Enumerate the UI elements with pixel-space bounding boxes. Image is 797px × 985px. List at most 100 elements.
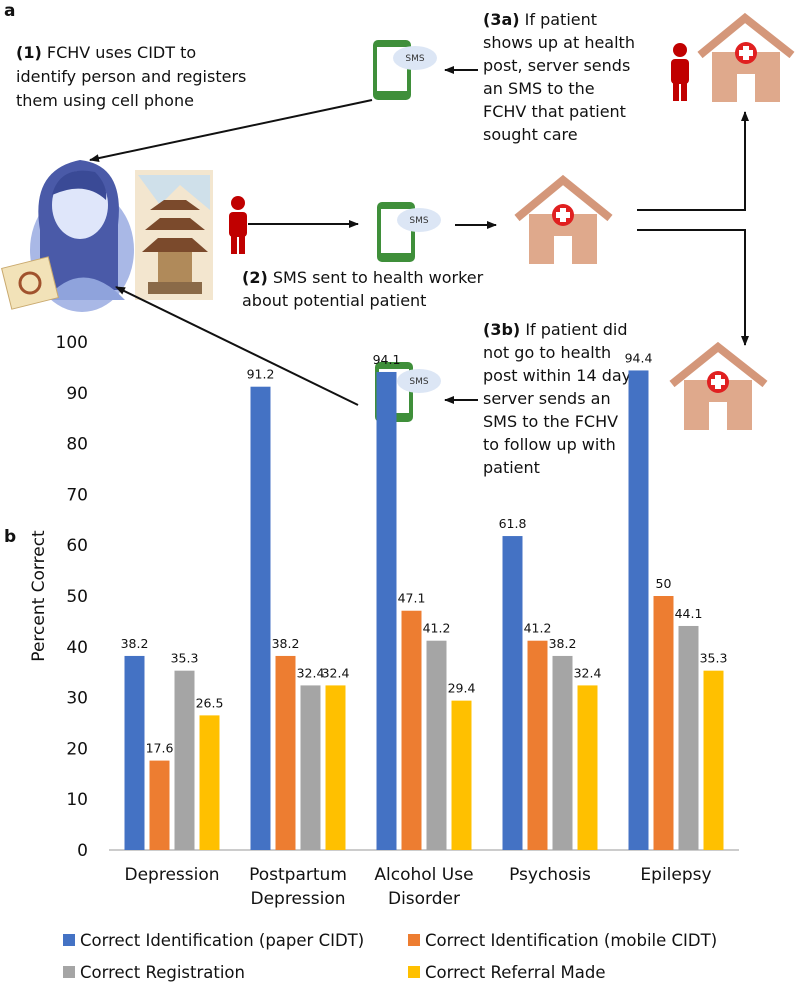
value-label: 47.1 — [398, 591, 426, 606]
step-line: SMS sent to health worker — [273, 268, 484, 287]
legend-swatch — [408, 966, 420, 978]
step-text: them using cell phone — [16, 91, 194, 110]
value-label: 17.6 — [146, 741, 174, 756]
bar — [451, 700, 472, 850]
health-post-icon — [669, 341, 768, 430]
x-tick-label: Psychosis — [509, 865, 591, 885]
y-tick-label: 30 — [66, 689, 88, 709]
bar — [401, 610, 422, 850]
x-tick-label: Postpartum Depression — [249, 865, 347, 909]
health-post-icon — [514, 174, 613, 264]
sms-label: SMS — [409, 216, 428, 226]
value-label: 29.4 — [448, 681, 476, 696]
y-tick-label: 100 — [56, 333, 88, 353]
person-icon — [671, 43, 689, 101]
bar-chart: 0 10 20 30 40 50 60 70 80 90 100 Percent Correct Dep… — [29, 333, 739, 982]
y-tick-label: 40 — [66, 638, 88, 658]
bar — [552, 655, 573, 850]
bar — [250, 386, 271, 850]
y-axis-label: Percent Correct — [29, 530, 49, 662]
step-text: sought care — [483, 125, 578, 144]
bar — [149, 760, 170, 850]
value-label: 41.2 — [524, 621, 552, 636]
panel-label: a — [4, 1, 15, 21]
bar — [703, 670, 724, 850]
step-number: (3a) — [483, 10, 520, 29]
health-volunteer-illustration — [1, 160, 134, 312]
value-label: 38.2 — [272, 636, 300, 651]
step-text: about potential patient — [242, 291, 426, 310]
bar — [678, 625, 699, 850]
phone-icon: SMS — [373, 40, 437, 100]
value-label: 35.3 — [700, 651, 728, 666]
step-text: FCHV that patient — [483, 102, 626, 121]
step-number: (3b) — [483, 320, 520, 339]
step-text: post, server sends — [483, 56, 630, 75]
legend-swatch — [63, 934, 75, 946]
value-label: 41.2 — [423, 621, 451, 636]
health-post-icon — [697, 12, 795, 102]
temple-illustration — [135, 170, 213, 300]
step-text: (3b) If patient did — [483, 320, 628, 339]
x-tick-label: Epilepsy — [640, 865, 711, 885]
value-label: 38.2 — [121, 636, 149, 651]
y-tick-label: 70 — [66, 485, 88, 505]
legend-label: Correct Registration — [80, 963, 245, 982]
bar — [653, 596, 674, 850]
step-text: patient — [483, 458, 540, 477]
bar — [426, 640, 447, 850]
step-text: (2) SMS sent to health worker — [242, 268, 484, 287]
bar — [502, 536, 523, 850]
value-label: 35.3 — [171, 651, 199, 666]
bar — [275, 655, 296, 850]
bar — [124, 655, 145, 850]
value-label: 32.4 — [297, 665, 325, 680]
bar — [577, 685, 598, 850]
legend-label: Correct Identification (mobile CIDT) — [425, 931, 717, 950]
step-text: to follow up with — [483, 435, 616, 454]
value-label: 94.4 — [625, 350, 653, 365]
step-line: FCHV uses CIDT to — [47, 43, 196, 62]
value-label: 61.8 — [499, 516, 527, 531]
step-text: server sends an — [483, 389, 611, 408]
bar — [174, 670, 195, 850]
legend-label: Correct Identification (paper CIDT) — [80, 931, 364, 950]
step-text: an SMS to the — [483, 79, 595, 98]
step-text: (1) FCHV uses CIDT to — [16, 43, 196, 62]
x-tick-label: Depression — [124, 865, 219, 885]
legend-swatch — [408, 934, 420, 946]
step-line: If patient — [525, 10, 597, 29]
y-tick-label: 90 — [66, 384, 88, 404]
x-tick-label: Alcohol Use Disorder — [374, 865, 473, 909]
step-number: (2) — [242, 268, 268, 287]
step-text: shows up at health — [483, 33, 635, 52]
value-label: 32.4 — [322, 665, 350, 680]
step-text: post within 14 days, — [483, 366, 645, 385]
value-label: 26.5 — [196, 695, 224, 710]
bar — [628, 370, 649, 850]
bar — [300, 685, 321, 850]
sms-label: SMS — [409, 377, 428, 387]
value-label: 50 — [656, 576, 672, 591]
y-tick-label: 10 — [66, 790, 88, 810]
step-text: not go to health — [483, 343, 611, 362]
panel-label: b — [4, 527, 16, 547]
bar — [376, 371, 397, 850]
y-tick-label: 0 — [77, 841, 88, 861]
diagram-steps: (1) FCHV uses CIDT to identify person and… — [16, 10, 645, 477]
person-icon — [229, 196, 247, 254]
value-label: 32.4 — [574, 665, 602, 680]
bar — [199, 715, 220, 850]
phone-icon: SMS — [377, 202, 441, 262]
value-label: 38.2 — [549, 636, 577, 651]
step-text: identify person and registers — [16, 67, 246, 86]
y-tick-label: 50 — [66, 587, 88, 607]
y-tick-label: 80 — [66, 435, 88, 455]
step-text: (3a) If patient — [483, 10, 597, 29]
sms-label: SMS — [405, 54, 424, 64]
step-number: (1) — [16, 43, 42, 62]
step-line: If patient did — [525, 320, 627, 339]
value-label: 94.1 — [373, 352, 401, 367]
legend-label: Correct Referral Made — [425, 963, 606, 982]
